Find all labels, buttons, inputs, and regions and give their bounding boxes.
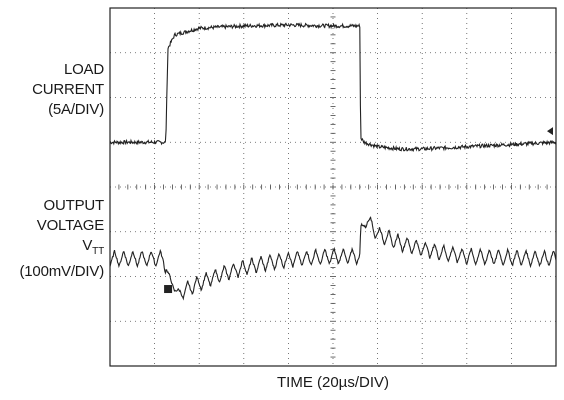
output-voltage-label-line2: VOLTAGE	[36, 217, 104, 234]
traces	[109, 21, 557, 301]
plot-frame	[109, 7, 557, 367]
output-voltage-label-line1: OUTPUT	[43, 197, 105, 214]
output-voltage-trace	[109, 216, 557, 301]
output-voltage-label-line4: (100mV/DIV)	[19, 263, 105, 280]
load-current-label-line3: (5A/DIV)	[48, 101, 104, 118]
load-current-trace	[109, 21, 557, 153]
graticule	[109, 7, 557, 367]
load-current-label: LOAD CURRENT (5A/DIV)	[4, 60, 104, 120]
markers	[547, 127, 553, 136]
output-voltage-label-vtt: VTT	[82, 237, 104, 257]
level-arrow-icon	[547, 127, 553, 136]
x-axis-label: TIME (20µs/DIV)	[277, 374, 389, 391]
load-current-label-line1: LOAD	[63, 61, 104, 78]
load-current-label-line2: CURRENT	[32, 81, 104, 98]
output-voltage-label: OUTPUT VOLTAGE VTT (100mV/DIV)	[0, 196, 105, 282]
trigger-marker	[164, 285, 173, 294]
